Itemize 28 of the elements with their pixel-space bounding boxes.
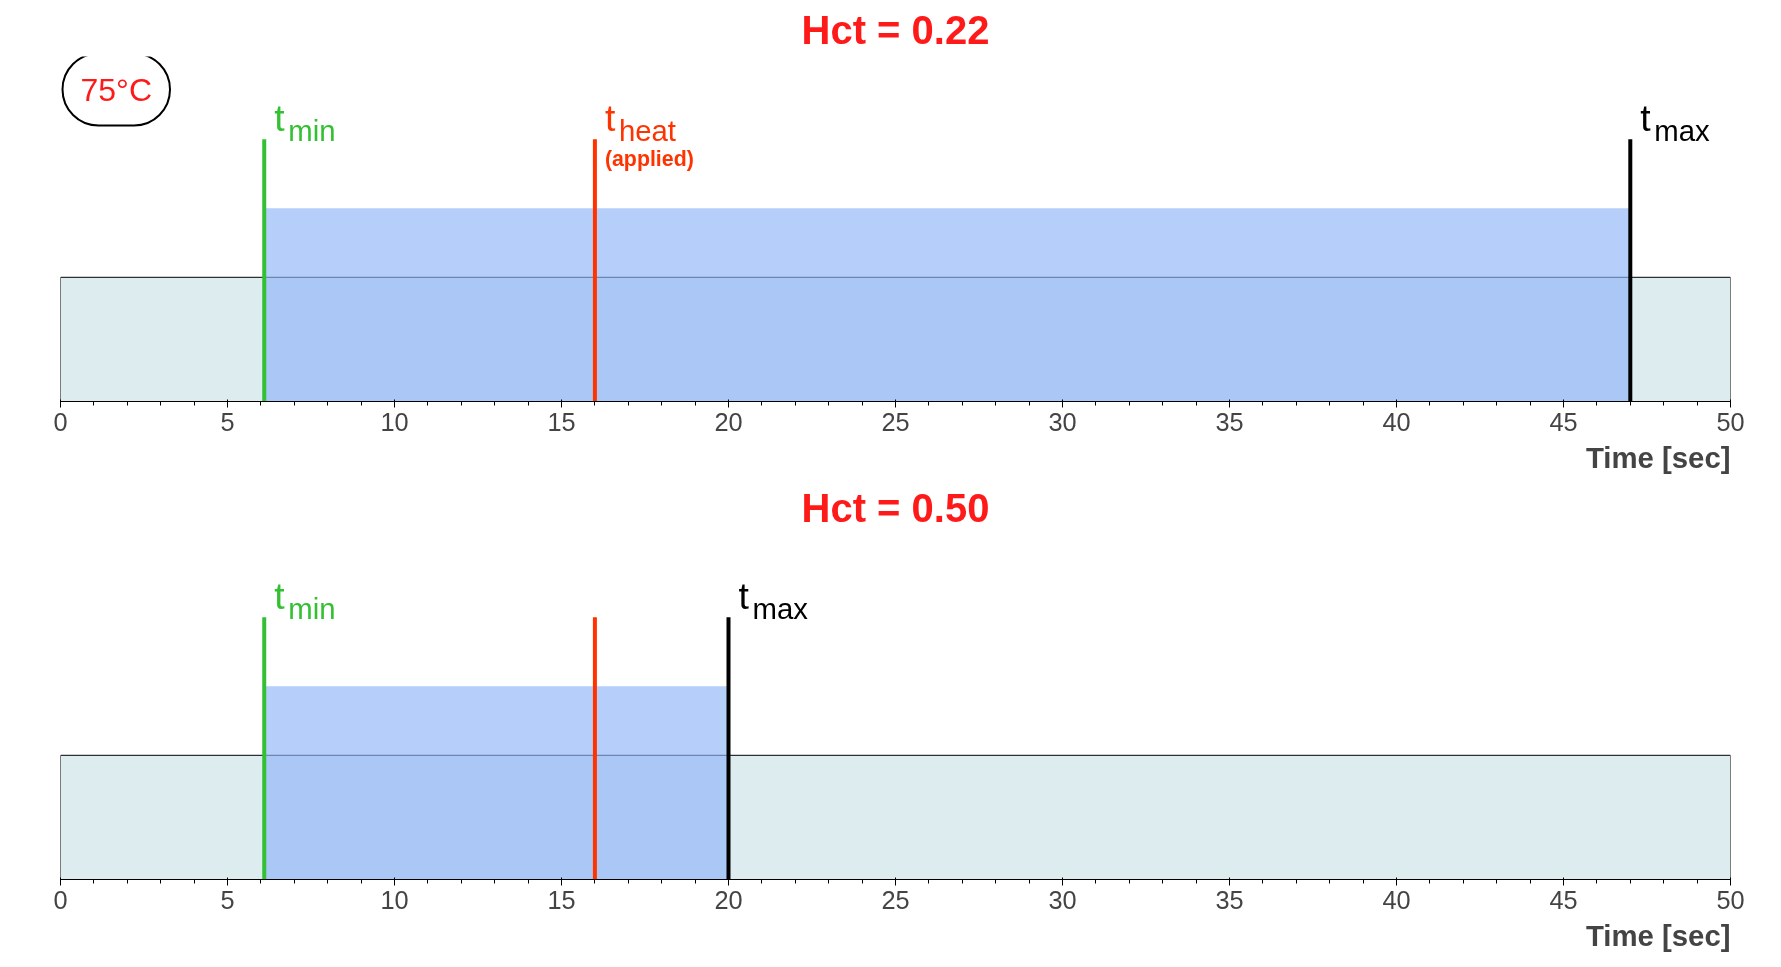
- x-tick-label: 15: [547, 885, 576, 914]
- x-tick-label: 40: [1382, 407, 1411, 436]
- x-tick-label: 50: [1716, 407, 1745, 436]
- annotation: (applied): [604, 147, 694, 172]
- x-axis-title: Time [sec]: [1585, 440, 1731, 474]
- x-axis-title: Time [sec]: [1585, 918, 1731, 952]
- x-tick-label: 0: [53, 407, 68, 436]
- x-tick-label: 5: [220, 407, 235, 436]
- x-tick-label: 35: [1215, 885, 1244, 914]
- x-tick-label: 10: [380, 885, 409, 914]
- x-tick-label: 35: [1215, 407, 1244, 436]
- x-tick-label: 40: [1382, 885, 1411, 914]
- text: 75°C: [80, 71, 152, 108]
- chart-title: Hct = 0.50: [801, 485, 990, 530]
- x-tick-label: 15: [547, 407, 576, 436]
- x-tick-label: 10: [380, 407, 409, 436]
- x-tick-label: 30: [1048, 407, 1077, 436]
- x-tick-label: 30: [1048, 885, 1077, 914]
- x-tick-label: 50: [1716, 885, 1745, 914]
- x-tick-label: 45: [1549, 885, 1578, 914]
- x-tick-label: 25: [881, 885, 910, 914]
- x-tick-label: 20: [714, 885, 743, 914]
- x-tick-label: 20: [714, 407, 743, 436]
- chart-title: Hct = 0.22: [801, 7, 990, 52]
- x-tick-label: 5: [220, 885, 235, 914]
- x-tick-label: 0: [53, 885, 68, 914]
- x-tick-label: 45: [1549, 407, 1578, 436]
- x-tick-label: 25: [881, 407, 910, 436]
